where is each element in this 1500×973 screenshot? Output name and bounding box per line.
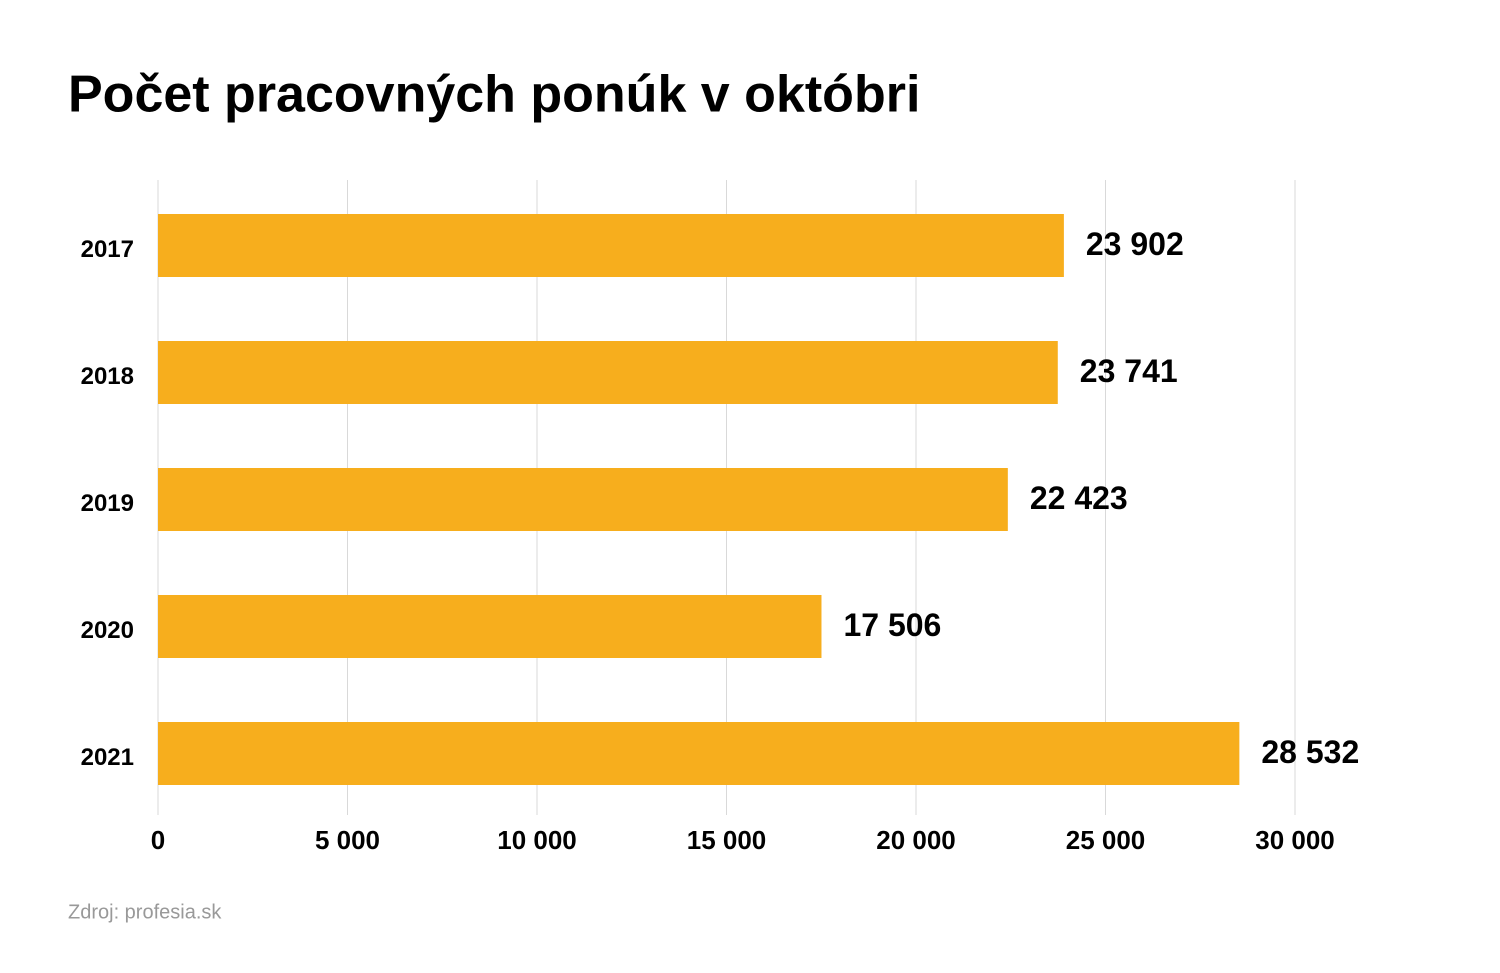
x-tick-label: 20 000 [876, 825, 956, 855]
bar [158, 214, 1064, 277]
x-tick-label: 10 000 [497, 825, 577, 855]
y-tick-label: 2018 [81, 363, 134, 390]
x-tick-label: 25 000 [1066, 825, 1146, 855]
x-tick-label: 0 [151, 825, 165, 855]
bar [158, 468, 1008, 531]
bar [158, 595, 822, 658]
y-tick-label: 2020 [81, 617, 134, 644]
value-label: 23 902 [1086, 226, 1184, 262]
value-label: 17 506 [843, 607, 941, 643]
value-label: 23 741 [1080, 353, 1178, 389]
value-label: 22 423 [1030, 480, 1128, 516]
y-tick-label: 2019 [81, 490, 134, 517]
bar [158, 341, 1058, 404]
y-tick-label: 2021 [81, 744, 134, 771]
value-label: 28 532 [1261, 734, 1359, 770]
x-tick-label: 30 000 [1255, 825, 1335, 855]
y-tick-label: 2017 [81, 236, 134, 263]
bar [158, 722, 1240, 785]
x-tick-label: 15 000 [687, 825, 767, 855]
chart-title: Počet pracovných ponúk v októbri [68, 66, 920, 124]
source-note: Zdroj: profesia.sk [68, 901, 222, 923]
x-tick-label: 5 000 [315, 825, 380, 855]
